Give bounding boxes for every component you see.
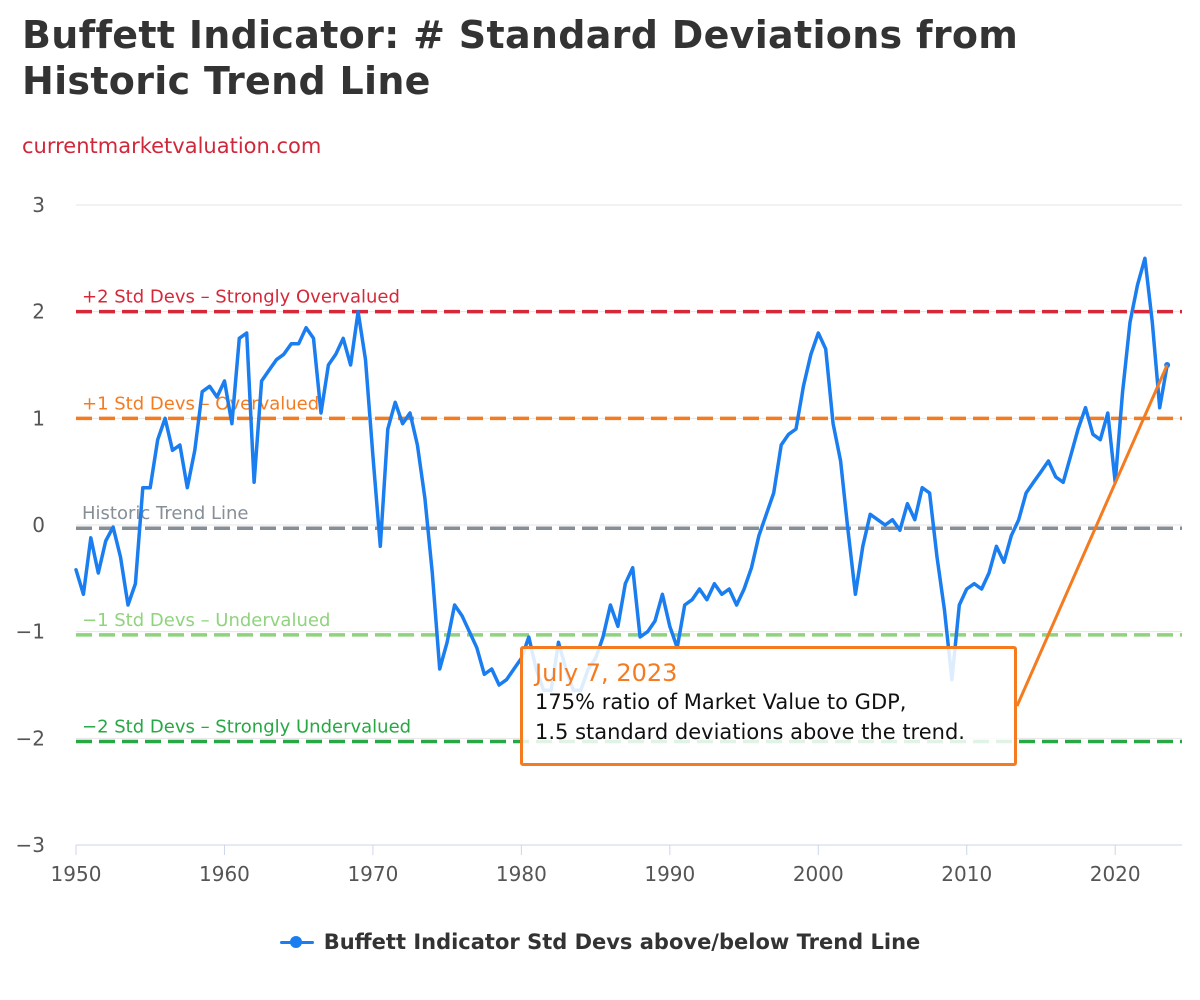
x-tick-label: 2020 [1090, 862, 1141, 886]
callout-stddev-text: 1.5 standard deviations above the trend. [535, 720, 965, 744]
callout-ratio-text: 175% ratio of Market Value to GDP, [535, 690, 907, 714]
reference-line-label: Historic Trend Line [82, 503, 249, 524]
x-tick-label: 1970 [347, 862, 398, 886]
y-tick-label: 1 [32, 406, 45, 430]
chart-legend: Buffett Indicator Std Devs above/below T… [0, 930, 1200, 954]
x-tick-label: 1990 [644, 862, 695, 886]
legend-label: Buffett Indicator Std Devs above/below T… [323, 930, 921, 954]
y-tick-label: −3 [16, 833, 45, 857]
reference-line-label: +2 Std Devs – Strongly Overvalued [82, 287, 400, 308]
legend-dot [289, 936, 302, 948]
callout-connector [1015, 364, 1169, 707]
callout-date: July 7, 2023 [535, 659, 678, 687]
chart-title: Buffett Indicator: # Standard Deviations… [22, 13, 1019, 103]
x-tick-label: 2010 [941, 862, 992, 886]
reference-line-label: −1 Std Devs – Undervalued [82, 610, 330, 631]
x-tick-label: 1980 [496, 862, 547, 886]
y-tick-label: 0 [32, 513, 45, 537]
legend-marker-icon [279, 935, 314, 949]
source-link[interactable]: currentmarketvaluation.com [22, 134, 322, 158]
y-tick-label: −1 [16, 620, 45, 644]
legend-item-series[interactable]: Buffett Indicator Std Devs above/below T… [279, 930, 921, 954]
y-tick-label: 3 [32, 193, 45, 217]
series-line[interactable] [74, 256, 1169, 693]
x-tick-label: 1950 [51, 862, 102, 886]
y-tick-label: 2 [32, 300, 45, 324]
annotation-callout[interactable]: July 7, 2023 175% ratio of Market Value … [520, 646, 1017, 766]
callout-connector-line [1015, 364, 1169, 707]
reference-line-label: −2 Std Devs – Strongly Undervalued [82, 717, 411, 738]
chart-canvas: +2 Std Devs – Strongly Overvalued+1 Std … [16, 193, 1182, 886]
x-tick-label: 1960 [199, 862, 250, 886]
x-tick-label: 2000 [793, 862, 844, 886]
y-tick-label: −2 [16, 726, 45, 750]
reference-lines: +2 Std Devs – Strongly Overvalued+1 Std … [76, 287, 1182, 744]
